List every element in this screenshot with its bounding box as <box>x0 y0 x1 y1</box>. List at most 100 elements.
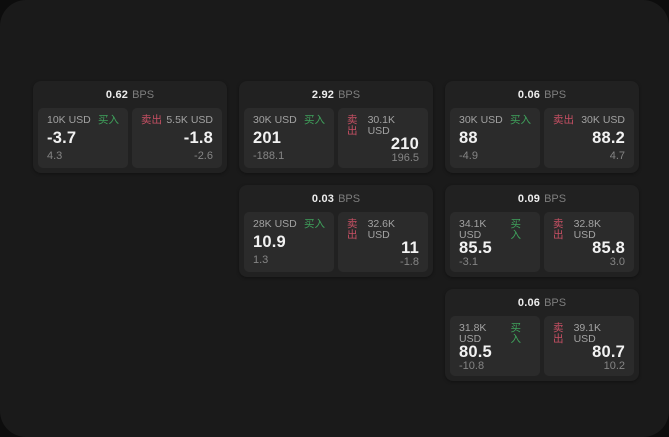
buy-side-label: 买入 <box>98 114 119 126</box>
bps-unit-label: BPS <box>544 88 567 101</box>
sell-panel-top: 卖出 5.5K USD <box>141 115 213 126</box>
sell-price: 80.7 <box>592 343 625 361</box>
buy-amount: 30K USD <box>253 114 297 126</box>
buy-price: 85.5 <box>459 239 492 257</box>
bps-value: 0.09 <box>517 192 541 205</box>
bps-value: 0.06 <box>517 88 541 101</box>
buy-sub-value: 4.3 <box>47 150 63 162</box>
sell-panel-top: 卖出 32.6K USD <box>347 219 419 240</box>
quote-panels: 31.8K USD 买入 80.5 -10.8 卖出 39.1K USD 80.… <box>450 316 634 376</box>
buy-quote-button[interactable]: 34.1K USD 买入 85.5 -3.1 <box>450 212 540 272</box>
sell-quote-button[interactable]: 卖出 30.1K USD 210 196.5 <box>338 108 428 168</box>
buy-side-label: 买入 <box>304 218 325 230</box>
card-header: 0.06 BPS <box>450 81 634 108</box>
sell-quote-button[interactable]: 卖出 30K USD 88.2 4.7 <box>544 108 634 168</box>
buy-price: 10.9 <box>253 233 286 251</box>
buy-side-label: 买入 <box>304 114 325 126</box>
sell-sub-value: -1.8 <box>400 255 419 268</box>
buy-amount: 28K USD <box>253 218 297 230</box>
sell-price: 85.8 <box>592 239 625 257</box>
bps-value: 0.06 <box>517 296 541 309</box>
buy-side-label: 买入 <box>510 322 521 345</box>
buy-panel-top: 28K USD 买入 <box>253 219 325 230</box>
sell-sub-value: 4.7 <box>609 150 625 162</box>
buy-panel-top: 30K USD 买入 <box>459 115 531 126</box>
quote-card: 0.03 BPS 28K USD 买入 10.9 1.3 卖出 <box>239 185 433 277</box>
card-header: 0.03 BPS <box>244 185 428 212</box>
sell-side-label: 卖出 <box>553 322 564 345</box>
sell-sub-value: 10.2 <box>603 359 625 372</box>
buy-quote-button[interactable]: 30K USD 买入 88 -4.9 <box>450 108 540 168</box>
quote-panels: 10K USD 买入 -3.7 4.3 卖出 5.5K USD -1.8 -2.… <box>38 108 222 168</box>
buy-amount: 34.1K USD <box>459 218 487 241</box>
buy-amount: 10K USD <box>47 114 91 126</box>
buy-quote-button[interactable]: 30K USD 买入 201 -188.1 <box>244 108 334 168</box>
sell-sub-value: 3.0 <box>609 255 625 268</box>
quote-panels: 34.1K USD 买入 85.5 -3.1 卖出 32.8K USD 85.8… <box>450 212 634 272</box>
sell-amount: 32.6K USD <box>367 218 396 241</box>
buy-amount: 31.8K USD <box>459 322 487 345</box>
sell-panel-top: 卖出 30K USD <box>553 115 625 126</box>
sell-side-label: 卖出 <box>141 114 162 126</box>
sell-quote-button[interactable]: 卖出 32.6K USD 11 -1.8 <box>338 212 428 272</box>
sell-price: 88.2 <box>592 129 625 147</box>
sell-amount: 30K USD <box>581 114 625 126</box>
buy-quote-button[interactable]: 28K USD 买入 10.9 1.3 <box>244 212 334 272</box>
card-header: 0.62 BPS <box>38 81 222 108</box>
sell-quote-button[interactable]: 卖出 5.5K USD -1.8 -2.6 <box>132 108 222 168</box>
sell-side-label: 卖出 <box>347 114 358 137</box>
bps-unit-label: BPS <box>338 88 361 101</box>
buy-sub-value: -4.9 <box>459 150 478 162</box>
quote-card: 0.62 BPS 10K USD 买入 -3.7 4.3 卖出 <box>33 81 227 173</box>
card-header: 0.06 BPS <box>450 289 634 316</box>
buy-panel-top: 10K USD 买入 <box>47 115 119 126</box>
buy-sub-value: 1.3 <box>253 254 269 266</box>
sell-price: 11 <box>401 239 419 257</box>
sell-amount: 30.1K USD <box>367 114 396 137</box>
buy-side-label: 买入 <box>510 114 531 126</box>
buy-amount: 30K USD <box>459 114 503 126</box>
bps-unit-label: BPS <box>132 88 155 101</box>
bps-value: 0.62 <box>105 88 129 101</box>
buy-price: 88 <box>459 129 478 147</box>
buy-price: 201 <box>253 129 282 147</box>
quote-panels: 30K USD 买入 201 -188.1 卖出 30.1K USD 210 1… <box>244 108 428 168</box>
bps-value: 0.03 <box>311 192 335 205</box>
buy-quote-button[interactable]: 31.8K USD 买入 80.5 -10.8 <box>450 316 540 376</box>
sell-panel-top: 卖出 39.1K USD <box>553 323 625 344</box>
buy-sub-value: -188.1 <box>253 150 285 162</box>
bps-unit-label: BPS <box>338 192 361 205</box>
buy-panel-top: 34.1K USD 买入 <box>459 219 531 240</box>
sell-quote-button[interactable]: 卖出 39.1K USD 80.7 10.2 <box>544 316 634 376</box>
sell-side-label: 卖出 <box>347 218 358 241</box>
buy-panel-top: 31.8K USD 买入 <box>459 323 531 344</box>
buy-side-label: 买入 <box>510 218 521 241</box>
buy-sub-value: -3.1 <box>459 255 478 268</box>
quotes-grid: 0.62 BPS 10K USD 买入 -3.7 4.3 卖出 <box>33 81 639 381</box>
quote-card: 0.06 BPS 30K USD 买入 88 -4.9 卖出 <box>445 81 639 173</box>
sell-panel-top: 卖出 32.8K USD <box>553 219 625 240</box>
quote-panels: 28K USD 买入 10.9 1.3 卖出 32.6K USD 11 -1.8 <box>244 212 428 272</box>
buy-sub-value: -10.8 <box>459 359 485 372</box>
sell-price: -1.8 <box>183 129 213 147</box>
sell-side-label: 卖出 <box>553 218 564 241</box>
sell-sub-value: -2.6 <box>194 150 213 162</box>
sell-amount: 5.5K USD <box>166 114 213 126</box>
sell-amount: 39.1K USD <box>573 322 602 345</box>
card-header: 2.92 BPS <box>244 81 428 108</box>
buy-panel-top: 30K USD 买入 <box>253 115 325 126</box>
sell-side-label: 卖出 <box>553 114 574 126</box>
sell-price: 210 <box>390 135 419 153</box>
sell-sub-value: 196.5 <box>391 151 419 164</box>
buy-quote-button[interactable]: 10K USD 买入 -3.7 4.3 <box>38 108 128 168</box>
buy-price: -3.7 <box>47 129 77 147</box>
quote-card: 0.09 BPS 34.1K USD 买入 85.5 -3.1 卖出 <box>445 185 639 277</box>
quote-card: 0.06 BPS 31.8K USD 买入 80.5 -10.8 卖 <box>445 289 639 381</box>
buy-price: 80.5 <box>459 343 492 361</box>
bps-unit-label: BPS <box>544 192 567 205</box>
sell-panel-top: 卖出 30.1K USD <box>347 115 419 136</box>
sell-quote-button[interactable]: 卖出 32.8K USD 85.8 3.0 <box>544 212 634 272</box>
card-header: 0.09 BPS <box>450 185 634 212</box>
bps-value: 2.92 <box>311 88 335 101</box>
